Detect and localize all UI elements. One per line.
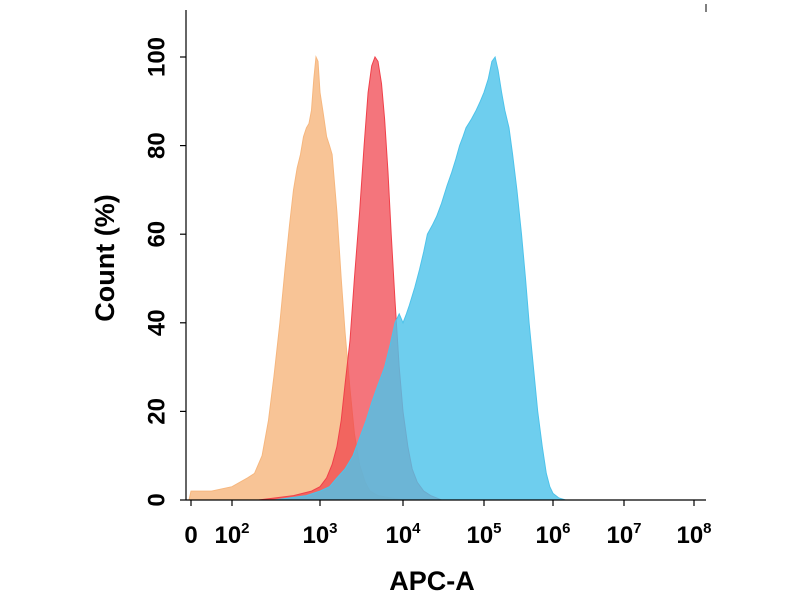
x-tick-label: 102: [214, 520, 249, 549]
y-tick-label: 80: [143, 132, 170, 159]
y-tick-label: 100: [143, 37, 170, 77]
x-tick-label: 103: [302, 520, 337, 549]
y-tick-labels: 0 20 40 60 80 100: [143, 37, 186, 507]
x-tick-label: 0: [184, 522, 197, 549]
y-axis-title: Count (%): [90, 194, 120, 321]
x-tick-labels: 0 102 103 104 105 106 107 108: [184, 500, 712, 549]
x-tick-label: 107: [606, 520, 641, 549]
histogram-area-3: [273, 55, 566, 501]
y-tick-label: 40: [143, 309, 170, 336]
y-tick-label: 60: [143, 221, 170, 248]
axes-layer: [185, 4, 707, 501]
x-axis-title: APC-A: [389, 566, 475, 596]
x-tick-label: 104: [385, 520, 421, 549]
x-tick-label: 106: [535, 520, 570, 549]
x-tick-label: 105: [466, 520, 501, 549]
y-tick-label: 0: [143, 493, 170, 506]
x-tick-label: 108: [676, 520, 711, 549]
y-tick-label: 20: [143, 398, 170, 425]
series-layer: [188, 55, 566, 501]
